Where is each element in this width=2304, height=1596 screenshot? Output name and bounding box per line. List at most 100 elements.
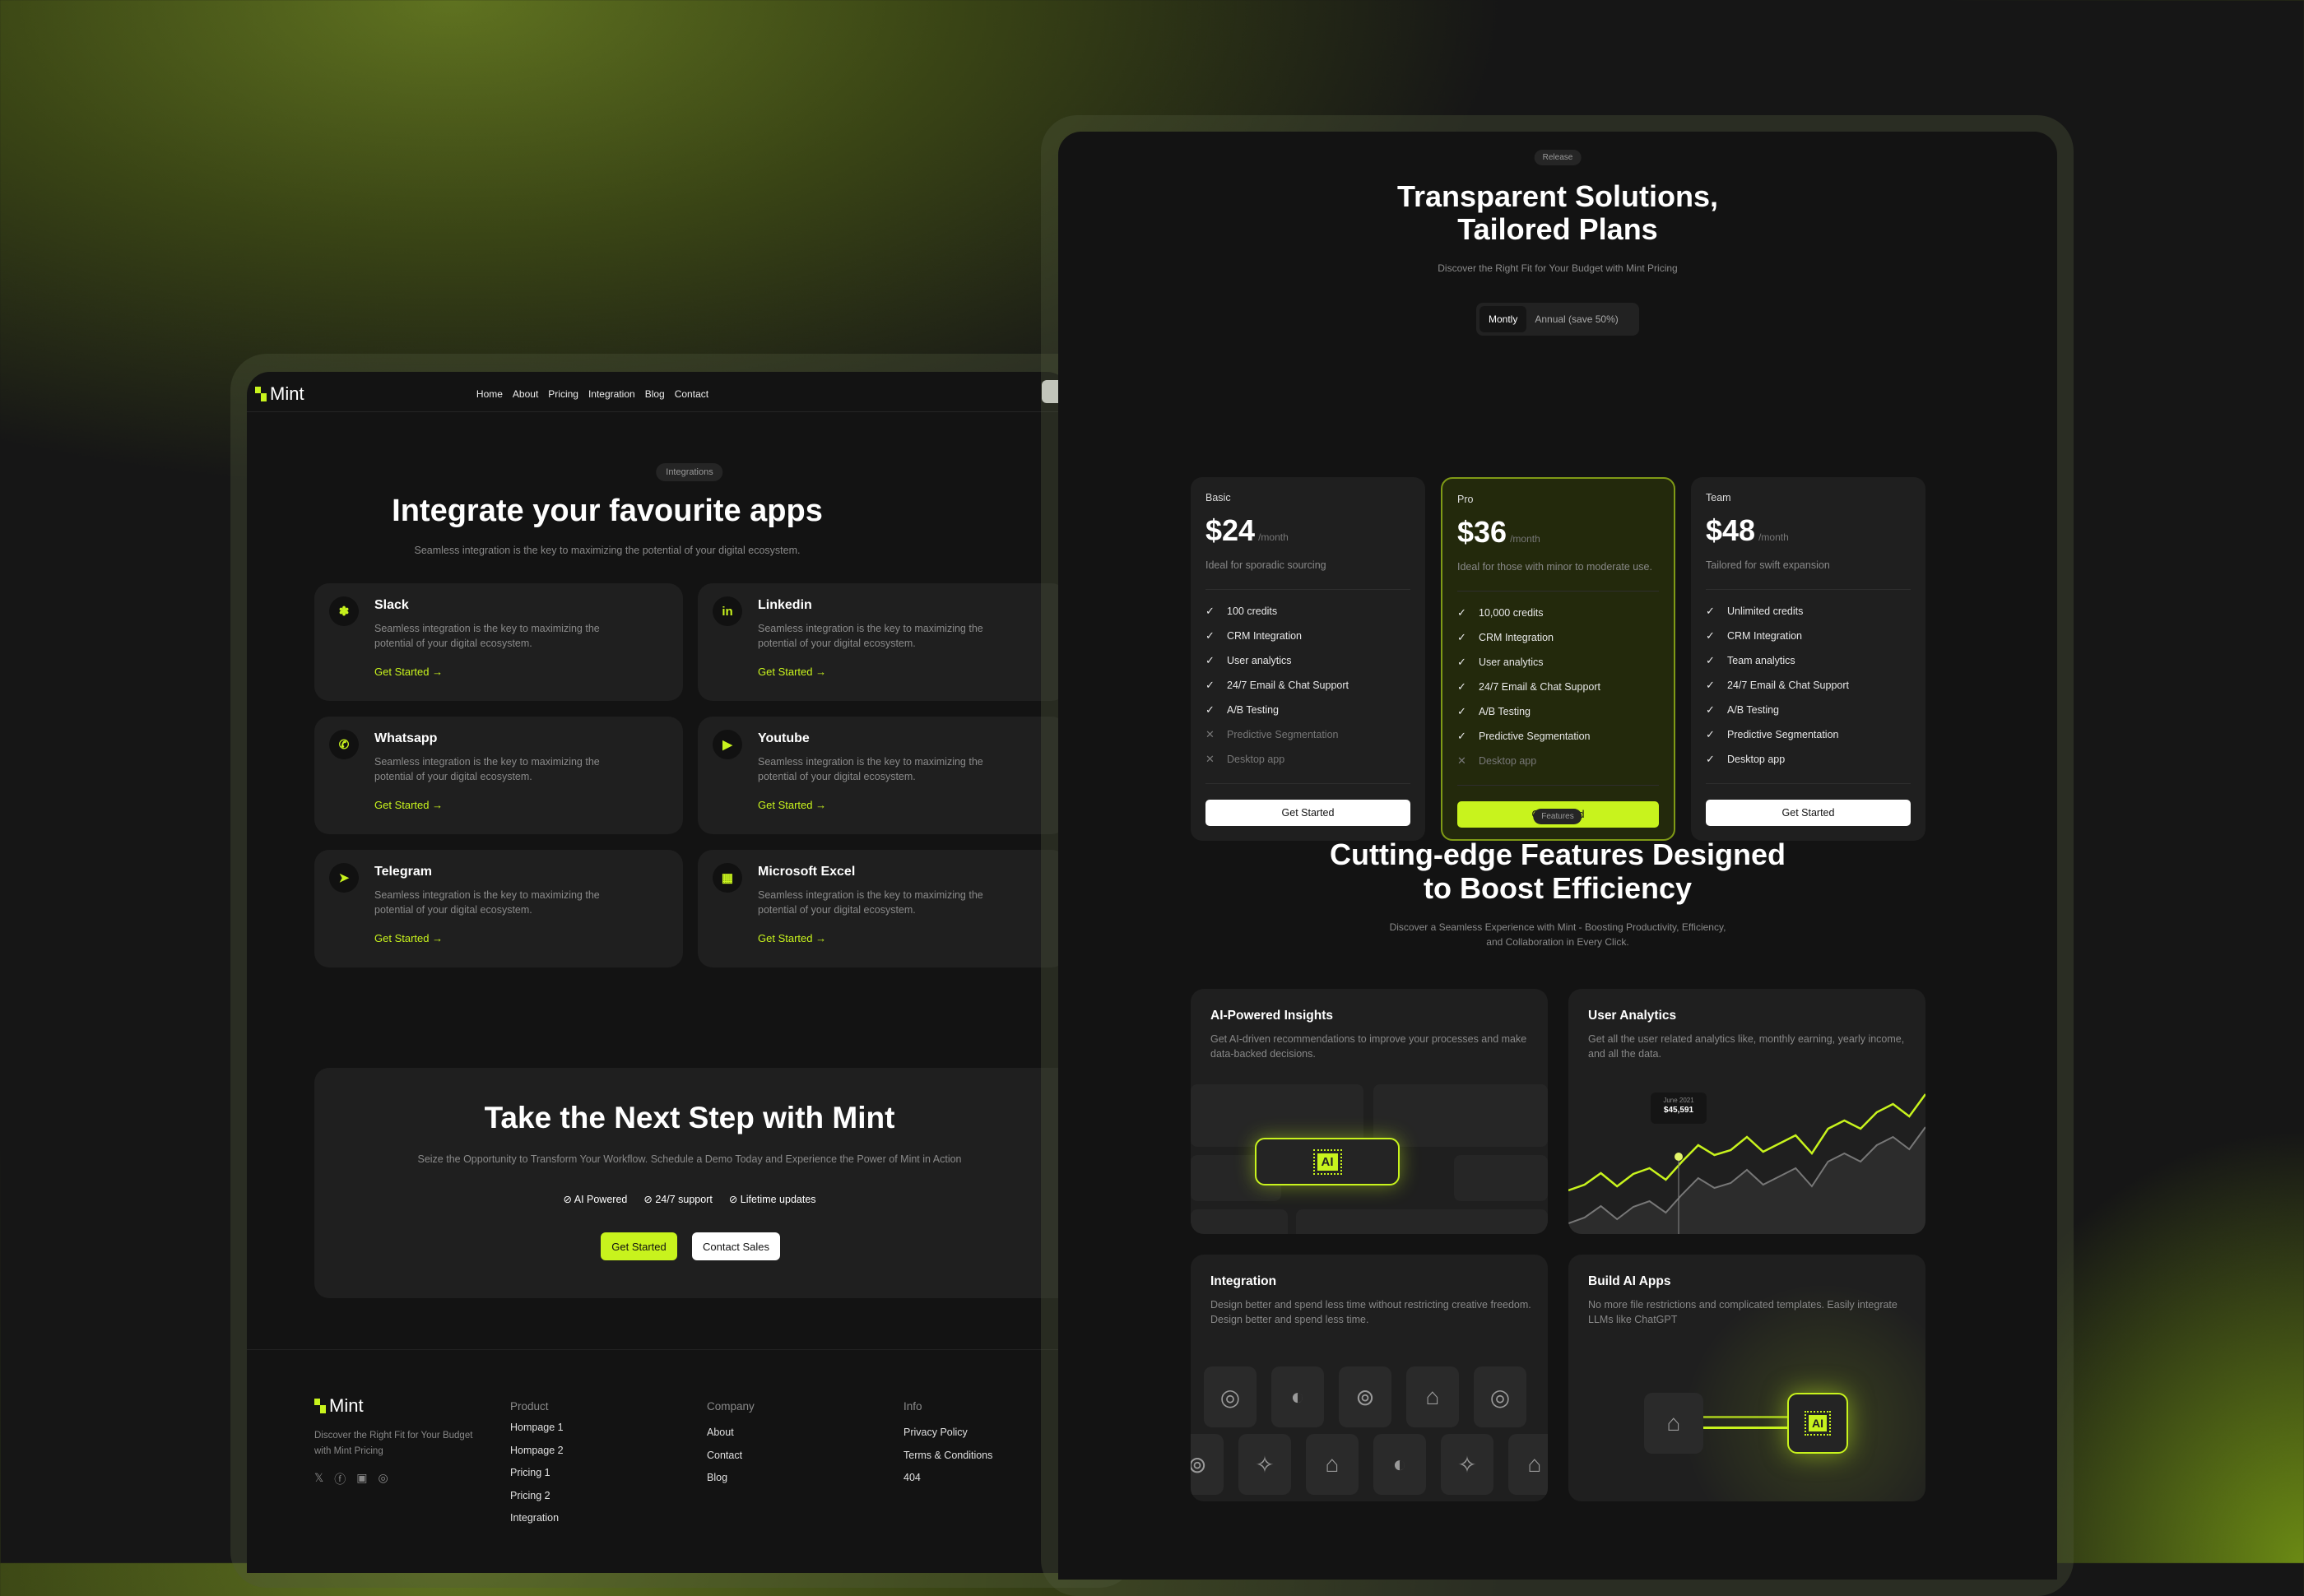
plan-price: $48 [1706,513,1756,547]
nav-blog[interactable]: Blog [644,388,665,400]
logo[interactable]: Mint [255,383,304,405]
billing-toggle: Montly Annual (save 50%) [1476,303,1639,336]
footer-link[interactable]: Hompage 1 [510,1422,564,1433]
plan-get-started-button[interactable]: Get Started [1706,800,1911,826]
nav-pricing[interactable]: Pricing [548,388,578,400]
check-circle-icon: ⊘ [643,1194,653,1205]
integration-desc: Seamless integration is the key to maxim… [758,756,983,782]
check-circle-icon: ⊘ [563,1194,572,1205]
get-started-link[interactable]: Get Started → [758,666,827,678]
grid-block [1373,1084,1548,1147]
youtube-icon: ▶ [713,730,742,759]
features-subtitle-line2: and Collaboration in Every Click. [1486,936,1629,948]
excel-icon: ▦ [713,863,742,893]
app-logo-tile-icon: ✧ [1441,1434,1493,1495]
plan-desc: Ideal for those with minor to moderate u… [1457,561,1652,573]
check-icon: ✓ [1457,705,1466,717]
nav-about[interactable]: About [512,388,539,400]
footer-link[interactable]: Blog [707,1472,728,1483]
footer-link[interactable]: Integration [510,1512,560,1524]
feature-desc: Get AI-driven recommendations to improve… [1210,1033,1527,1060]
cta-checks: ⊘ AI Powered ⊘ 24/7 support ⊘ Lifetime u… [314,1193,1065,1205]
check-icon: ✓ [1706,728,1715,740]
grid-block [1191,1209,1288,1234]
integration-desc: Seamless integration is the key to maxim… [374,623,600,649]
check-icon: ✓ [1205,629,1215,642]
check-icon: ✓ [1706,753,1715,765]
footer-link[interactable]: Pricing 2 [510,1489,550,1501]
features-title-line1: Cutting-edge Features Designed [1329,837,1786,871]
get-started-link[interactable]: Get Started → [374,932,444,944]
integration-card-slack: ✽ Slack Seamless integration is the key … [314,583,683,701]
footer-tagline: Discover the Right Fit for Your Budget w… [314,1431,473,1456]
get-started-link[interactable]: Get Started → [374,666,444,678]
footer-link[interactable]: Privacy Policy [903,1427,968,1438]
footer-heading-product: Product [510,1400,549,1413]
check-icon: ✓ [1706,703,1715,716]
feature-card-user-analytics: User Analytics Get all the user related … [1568,989,1925,1234]
secondary-series-area [1568,1127,1925,1234]
check-support: ⊘ 24/7 support [643,1194,713,1205]
plan-feature: ✓ Team analytics [1706,654,1795,666]
app-logo-tile-icon: ⌂ [1508,1434,1548,1495]
check-updates: ⊘ Lifetime updates [728,1194,816,1205]
plan-features: ✓ 10,000 credits ✓ CRM Integration ✓ User ana… [1457,601,1600,773]
plan-feature: ✓ A/B Testing [1457,705,1531,717]
get-started-link[interactable]: Get Started → [374,799,444,811]
app-logo-tile-icon: ✧ [1238,1434,1291,1495]
cross-icon: ✕ [1205,728,1215,740]
footer-heading-info: Info [903,1400,922,1413]
twitter-icon[interactable]: 𝕏 [314,1471,324,1484]
nav-home[interactable]: Home [476,388,503,400]
connector-line [1703,1416,1787,1418]
cross-icon: ✕ [1205,753,1215,765]
feature-title: Build AI Apps [1588,1274,1671,1288]
main-nav: Home About Pricing Integration Blog Contact [247,387,1070,401]
check-icon: ✓ [1457,730,1466,742]
get-started-link[interactable]: Get Started → [758,799,827,811]
integration-desc: Seamless integration is the key to maxim… [758,889,983,916]
plan-feature: ✓ 24/7 Email & Chat Support [1706,679,1849,691]
nav-contact[interactable]: Contact [674,388,709,400]
footer-link[interactable]: Terms & Conditions [903,1449,993,1461]
feature-card-build-ai-apps: Build AI Apps No more file restrictions … [1568,1255,1925,1501]
features-title-line2: to Boost Efficiency [1423,871,1693,905]
plan-period: /month [1258,531,1289,543]
chart-tooltip: June 2021 $45,591 [1651,1093,1707,1124]
footer-link[interactable]: About [707,1427,734,1438]
toggle-monthly[interactable]: Montly [1479,306,1527,332]
footer-link[interactable]: Pricing 1 [510,1467,550,1478]
analytics-chart [1568,1093,1925,1234]
check-circle-icon: ⊘ [728,1194,738,1205]
instagram-icon[interactable]: ◎ [378,1471,388,1484]
plan-feature: ✓ Unlimited credits [1706,605,1804,617]
plan-feature: ✓ Predictive Segmentation [1706,728,1839,740]
get-started-link[interactable]: Get Started → [758,932,827,944]
footer-logo[interactable]: Mint [314,1395,364,1417]
toggle-annual[interactable]: Annual (save 50%) [1535,313,1619,325]
cta-subtitle: Seize the Opportunity to Transform Your … [417,1153,962,1165]
app-logo-tile-icon: ⊚ [1191,1434,1224,1495]
nav-integration[interactable]: Integration [588,388,635,400]
plan-period: /month [1510,533,1540,545]
plan-get-started-button[interactable]: Get Started [1205,800,1410,826]
pricing-card-basic: Basic $24/month Ideal for sporadic sourc… [1191,477,1425,841]
cta-contact-sales-button[interactable]: Contact Sales [692,1232,780,1260]
plan-features: ✓ Unlimited credits ✓ CRM Integration ✓ Team … [1706,599,1849,772]
plan-desc: Ideal for sporadic sourcing [1205,559,1326,571]
app-logo-tile-icon: ◎ [1204,1366,1257,1427]
footer-link[interactable]: Contact [707,1449,743,1461]
footer-link[interactable]: 404 [903,1472,921,1483]
integration-name: Whatsapp [374,731,438,745]
footer-link[interactable]: Hompage 2 [510,1444,564,1456]
hover-point[interactable] [1675,1153,1683,1161]
cta-get-started-button[interactable]: Get Started [601,1232,677,1260]
divider [1457,785,1659,786]
ai-chip-icon: AI [1312,1148,1342,1175]
footer-divider [247,1349,1070,1350]
linkedin-icon[interactable]: ▣ [356,1471,368,1484]
facebook-icon[interactable]: ⓕ [334,1473,346,1486]
check-icon: ✓ [1706,679,1715,691]
ai-chip-icon: AI [1805,1411,1831,1436]
